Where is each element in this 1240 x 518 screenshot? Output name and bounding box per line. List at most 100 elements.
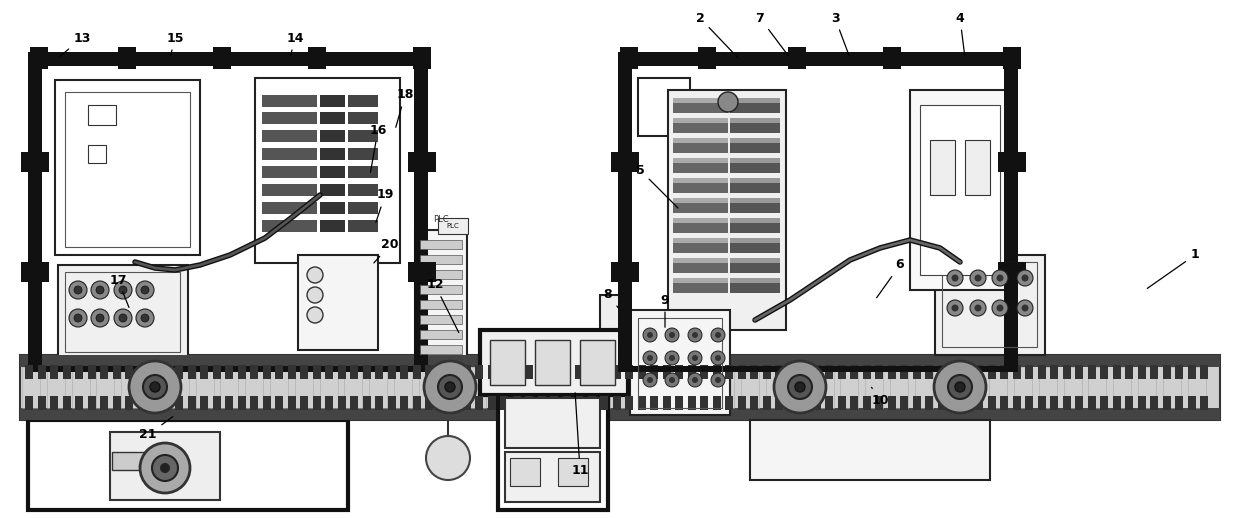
Bar bbox=[673, 118, 728, 133]
Bar bbox=[505, 398, 600, 448]
Bar bbox=[766, 367, 784, 408]
Bar bbox=[420, 270, 463, 279]
Bar bbox=[1112, 365, 1121, 379]
Circle shape bbox=[787, 375, 812, 399]
Bar bbox=[1064, 367, 1081, 408]
Bar bbox=[698, 47, 715, 69]
Circle shape bbox=[670, 377, 675, 383]
Bar bbox=[662, 365, 671, 379]
Circle shape bbox=[692, 355, 698, 361]
Circle shape bbox=[711, 351, 725, 365]
Bar bbox=[224, 365, 233, 379]
Circle shape bbox=[715, 332, 720, 338]
Bar bbox=[345, 367, 362, 408]
Bar bbox=[196, 367, 213, 408]
Circle shape bbox=[997, 305, 1003, 311]
Bar bbox=[325, 365, 334, 379]
Bar bbox=[20, 408, 1220, 420]
Bar bbox=[263, 365, 270, 379]
Text: 2: 2 bbox=[696, 11, 738, 58]
Circle shape bbox=[136, 281, 154, 299]
Bar bbox=[730, 138, 780, 153]
Bar bbox=[510, 458, 539, 486]
Text: 16: 16 bbox=[370, 123, 387, 172]
Bar bbox=[337, 365, 346, 379]
Circle shape bbox=[438, 375, 463, 399]
Bar bbox=[1087, 396, 1095, 410]
Bar bbox=[962, 396, 971, 410]
Bar bbox=[295, 367, 312, 408]
Bar bbox=[1050, 396, 1058, 410]
Bar bbox=[611, 262, 639, 282]
Bar bbox=[262, 220, 317, 232]
Bar bbox=[673, 238, 728, 243]
Bar bbox=[1188, 367, 1205, 408]
Text: 15: 15 bbox=[166, 32, 184, 55]
Circle shape bbox=[718, 92, 738, 112]
Bar bbox=[1200, 365, 1208, 379]
Bar bbox=[1013, 365, 1021, 379]
Bar bbox=[866, 367, 883, 408]
Bar bbox=[849, 396, 858, 410]
Bar bbox=[88, 145, 105, 163]
Bar bbox=[320, 166, 345, 178]
Circle shape bbox=[665, 328, 680, 342]
Bar bbox=[262, 148, 317, 160]
Bar bbox=[1149, 365, 1158, 379]
Bar bbox=[998, 262, 1025, 282]
Bar bbox=[112, 452, 160, 470]
Bar bbox=[125, 365, 133, 379]
Bar bbox=[212, 396, 221, 410]
Bar bbox=[730, 98, 780, 113]
Bar bbox=[1163, 365, 1171, 379]
Bar bbox=[21, 152, 50, 172]
Bar bbox=[563, 365, 570, 379]
Bar bbox=[88, 365, 95, 379]
Bar bbox=[935, 255, 1045, 355]
Bar bbox=[450, 396, 458, 410]
Bar bbox=[438, 365, 445, 379]
Bar bbox=[800, 365, 808, 379]
Circle shape bbox=[140, 443, 190, 493]
Text: 5: 5 bbox=[636, 164, 678, 208]
Circle shape bbox=[644, 328, 657, 342]
Bar bbox=[394, 367, 412, 408]
Bar bbox=[298, 255, 378, 350]
Bar bbox=[415, 230, 467, 360]
Bar bbox=[687, 365, 696, 379]
Circle shape bbox=[141, 286, 149, 294]
Bar bbox=[618, 367, 635, 408]
Bar bbox=[662, 396, 671, 410]
Bar bbox=[920, 105, 999, 275]
Bar bbox=[687, 396, 696, 410]
Circle shape bbox=[129, 361, 181, 413]
Bar bbox=[212, 365, 221, 379]
Bar bbox=[618, 366, 1018, 372]
Bar bbox=[673, 258, 728, 273]
Bar bbox=[320, 130, 345, 142]
Text: 13: 13 bbox=[60, 32, 91, 56]
Bar bbox=[1188, 365, 1195, 379]
Bar bbox=[113, 396, 120, 410]
Bar bbox=[50, 365, 58, 379]
Bar bbox=[800, 396, 808, 410]
Bar bbox=[568, 367, 585, 408]
Bar bbox=[475, 396, 484, 410]
Circle shape bbox=[992, 300, 1008, 316]
Bar bbox=[673, 198, 728, 213]
Bar bbox=[100, 396, 108, 410]
Bar bbox=[494, 367, 511, 408]
Bar bbox=[469, 367, 486, 408]
Bar bbox=[730, 258, 780, 263]
Text: 10: 10 bbox=[872, 387, 889, 407]
Bar bbox=[55, 80, 200, 255]
Bar bbox=[642, 367, 660, 408]
Bar bbox=[22, 367, 40, 408]
Bar bbox=[348, 202, 378, 214]
Bar bbox=[730, 238, 780, 243]
Bar bbox=[50, 396, 58, 410]
Bar bbox=[1188, 396, 1195, 410]
Bar bbox=[730, 198, 780, 213]
Bar bbox=[37, 365, 46, 379]
Text: 1: 1 bbox=[1147, 249, 1199, 289]
